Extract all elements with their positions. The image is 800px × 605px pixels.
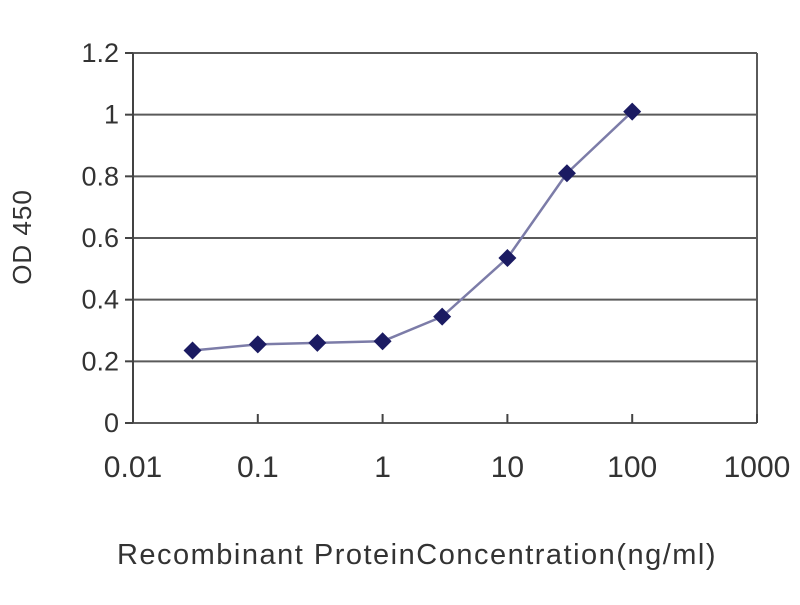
x-tick-label: 10 xyxy=(491,451,524,484)
x-tick-label: 0.1 xyxy=(237,451,279,484)
data-point-marker xyxy=(498,249,517,268)
data-point-marker xyxy=(433,307,452,326)
y-tick-label: 0.4 xyxy=(81,285,119,315)
data-point-marker xyxy=(623,102,642,121)
x-tick-label: 0.01 xyxy=(104,451,162,484)
series-line xyxy=(192,110,634,352)
data-point-marker xyxy=(248,335,267,354)
x-tick-label: 1 xyxy=(374,451,391,484)
x-axis-title: Recombinant ProteinConcentration(ng/ml) xyxy=(117,539,717,571)
plot-area: 0 0.2 0.4 0.6 0.8 1 1.2 0.01 0.1 1 10 100 1000 xyxy=(81,38,790,484)
y-tick-label: 0.6 xyxy=(81,223,119,253)
data-point-marker xyxy=(373,332,392,351)
y-tick-label: 0.2 xyxy=(81,346,119,376)
y-axis-title: OD 450 xyxy=(7,189,37,285)
x-tick-label: 1000 xyxy=(724,451,791,484)
data-point-marker xyxy=(308,333,327,352)
y-tick-label: 1 xyxy=(104,100,119,130)
y-tick-label: 0.8 xyxy=(81,161,119,191)
x-tick-label: 100 xyxy=(607,451,657,484)
data-point-marker xyxy=(183,341,202,360)
y-tick-label: 1.2 xyxy=(81,38,119,68)
y-tick-label: 0 xyxy=(104,408,119,438)
data-point-marker xyxy=(557,164,576,183)
